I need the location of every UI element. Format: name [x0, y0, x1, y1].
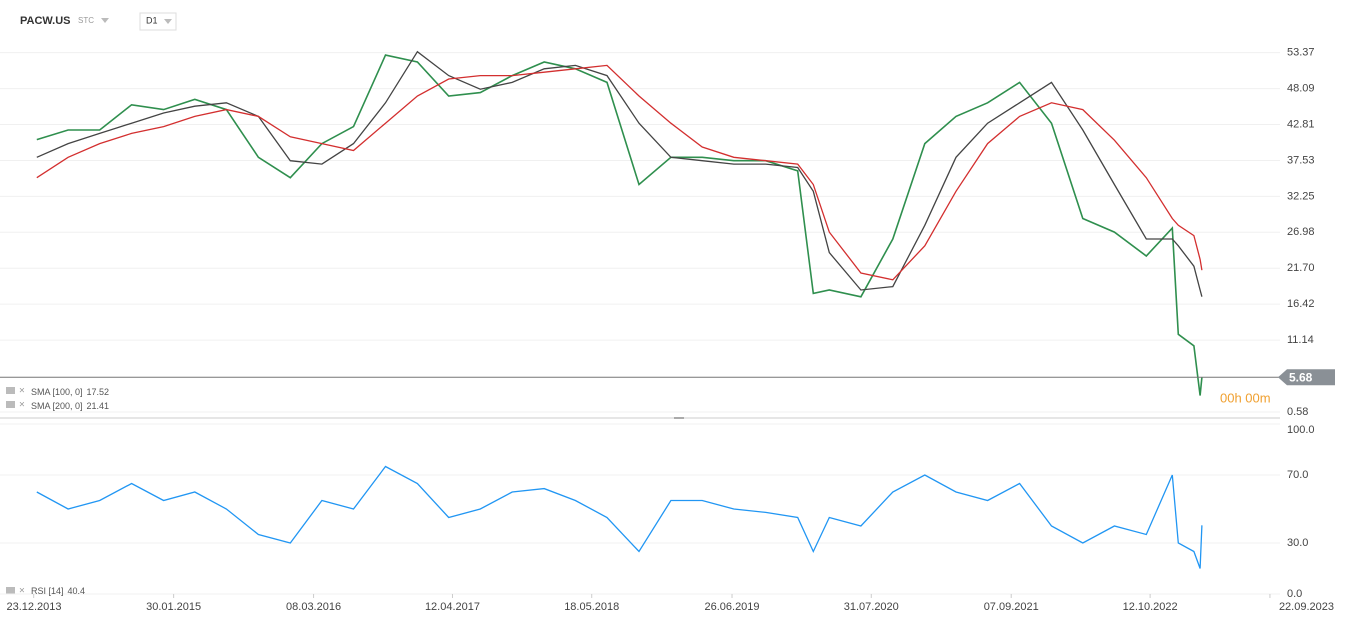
y-tick-label: 26.98	[1287, 226, 1315, 238]
close-icon[interactable]: ×	[19, 386, 25, 397]
y-tick-label: 42.81	[1287, 118, 1315, 130]
series-line	[36, 64, 1203, 281]
series-line	[36, 54, 1203, 396]
x-tick-label: 12.10.2022	[1123, 601, 1178, 613]
legend-name: SMA [200, 0]	[31, 401, 83, 411]
x-tick-label: 26.06.2019	[704, 601, 759, 613]
x-tick-label: 23.12.2013	[6, 601, 61, 613]
settings-icon[interactable]	[6, 401, 15, 408]
timeframe-box[interactable]	[139, 12, 177, 31]
timeframe[interactable]: D1	[146, 15, 158, 25]
y-tick-label: 48.09	[1287, 82, 1315, 94]
y-tick-label: 53.37	[1287, 47, 1315, 59]
y-tick-label: 0.58	[1287, 406, 1308, 418]
y-tick-label: 37.53	[1287, 154, 1315, 166]
legend-value: 40.4	[68, 586, 86, 596]
legend-name: SMA [100, 0]	[31, 387, 83, 397]
price-badge	[1278, 369, 1335, 386]
dropdown-arrow[interactable]	[101, 18, 109, 23]
x-tick-label: 30.01.2015	[146, 601, 201, 613]
settings-icon[interactable]	[6, 587, 15, 594]
resize-handle[interactable]	[674, 417, 684, 419]
legend-entry: SMA [100, 0] 17.52	[31, 387, 109, 397]
y-tick-label: 100.0	[1287, 424, 1315, 436]
series-line	[36, 50, 1203, 297]
y-tick-label: 11.14	[1287, 334, 1314, 346]
y-tick-label: 30.0	[1287, 537, 1308, 549]
y-tick-label: 32.25	[1287, 190, 1315, 202]
y-tick-label: 70.0	[1287, 469, 1308, 481]
symbol[interactable]: PACW.US	[20, 15, 71, 27]
legend-entry: SMA [200, 0] 21.41	[31, 401, 109, 411]
countdown: 00h 00m	[1220, 390, 1271, 405]
close-icon[interactable]: ×	[19, 400, 25, 411]
legend-value: 17.52	[87, 387, 110, 397]
y-tick-label: 0.0	[1287, 588, 1302, 600]
x-tick-label: 12.04.2017	[425, 601, 480, 613]
price-badge-label: 5.68	[1289, 370, 1313, 384]
settings-icon[interactable]	[6, 387, 15, 394]
x-tick-label: 18.05.2018	[564, 601, 619, 613]
x-tick-label: 31.07.2020	[844, 601, 899, 613]
legend-value: 21.41	[87, 401, 110, 411]
x-tick-label: 08.03.2016	[286, 601, 341, 613]
series-line	[36, 465, 1203, 569]
legend-entry: RSI [14] 40.4	[31, 586, 85, 596]
dropdown-arrow[interactable]	[164, 19, 172, 24]
legend-name: RSI [14]	[31, 586, 64, 596]
legend-icons: × × ×	[6, 386, 25, 597]
y-tick-label: 16.42	[1287, 298, 1315, 310]
y-tick-label: 21.70	[1287, 262, 1315, 274]
x-tick-label: 07.09.2021	[984, 601, 1039, 613]
x-tick-label: 22.09.2023	[1279, 601, 1334, 613]
instrument-type[interactable]: STC	[78, 16, 94, 25]
close-icon[interactable]: ×	[19, 586, 25, 597]
